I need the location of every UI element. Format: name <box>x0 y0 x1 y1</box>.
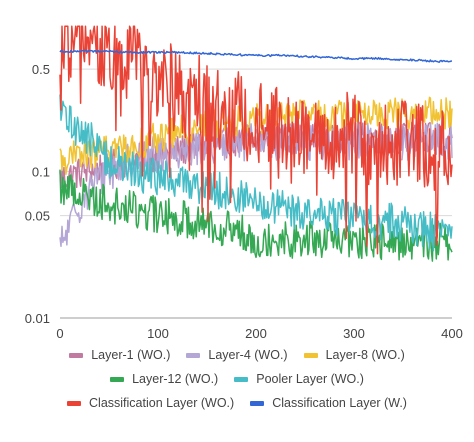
legend-swatch-layer-8 <box>303 352 318 358</box>
x-tick-label-2: 200 <box>245 326 267 341</box>
legend-label-layer-1: Layer-1 (WO.) <box>91 348 171 362</box>
legend-item-classification-wo: Classification Layer (WO.) <box>67 396 234 410</box>
legend-swatch-layer-4 <box>186 352 201 358</box>
legend-label-layer-12: Layer-12 (WO.) <box>132 372 219 386</box>
legend-label-classification-wo: Classification Layer (WO.) <box>89 396 235 410</box>
x-tick-label-0: 0 <box>56 326 63 341</box>
x-tick-label-3: 300 <box>343 326 365 341</box>
y-tick-label-2: 0.05 <box>25 209 50 224</box>
y-axis-ticks: 0.5 0.1 0.05 0.01 <box>25 62 50 326</box>
x-axis-ticks: 0 100 200 300 400 <box>56 326 462 341</box>
legend-item-classification-w: Classification Layer (W.) <box>250 396 407 410</box>
series-line-6 <box>59 49 453 63</box>
legend-swatch-layer-12 <box>110 376 125 382</box>
series-line-3 <box>59 169 453 262</box>
legend-row-2: Layer-12 (WO.) Pooler Layer (WO.) <box>0 372 474 386</box>
legend-item-layer-1: Layer-1 (WO.) <box>69 348 170 362</box>
y-tick-label-1: 0.1 <box>32 165 50 180</box>
legend-row-1: Layer-1 (WO.) Layer-4 (WO.) Layer-8 (WO.… <box>0 348 474 362</box>
y-tick-label-0: 0.5 <box>32 62 50 77</box>
legend-label-layer-4: Layer-4 (WO.) <box>208 348 288 362</box>
legend-swatch-pooler-layer <box>234 376 249 382</box>
legend-item-pooler-layer: Pooler Layer (WO.) <box>234 372 364 386</box>
chart-svg: 0.5 0.1 0.05 0.01 0 100 200 300 400 <box>25 25 463 341</box>
legend-item-layer-4: Layer-4 (WO.) <box>186 348 288 362</box>
legend-swatch-layer-1 <box>69 352 84 358</box>
y-tick-label-3: 0.01 <box>25 311 50 326</box>
legend-item-layer-8: Layer-8 (WO.) <box>303 348 405 362</box>
legend-label-classification-w: Classification Layer (W.) <box>272 396 407 410</box>
legend-item-layer-12: Layer-12 (WO.) <box>110 372 218 386</box>
x-tick-label-1: 100 <box>147 326 169 341</box>
legend-label-layer-8: Layer-8 (WO.) <box>325 348 405 362</box>
series-lines <box>59 25 453 262</box>
series-line-4 <box>59 94 453 252</box>
x-tick-label-4: 400 <box>441 326 463 341</box>
legend-swatch-classification-wo <box>67 400 82 406</box>
legend-label-pooler-layer: Pooler Layer (WO.) <box>256 372 364 386</box>
series-line-5 <box>59 25 453 255</box>
legend-row-3: Classification Layer (WO.) Classificatio… <box>0 396 474 410</box>
legend-swatch-classification-w <box>250 400 265 406</box>
